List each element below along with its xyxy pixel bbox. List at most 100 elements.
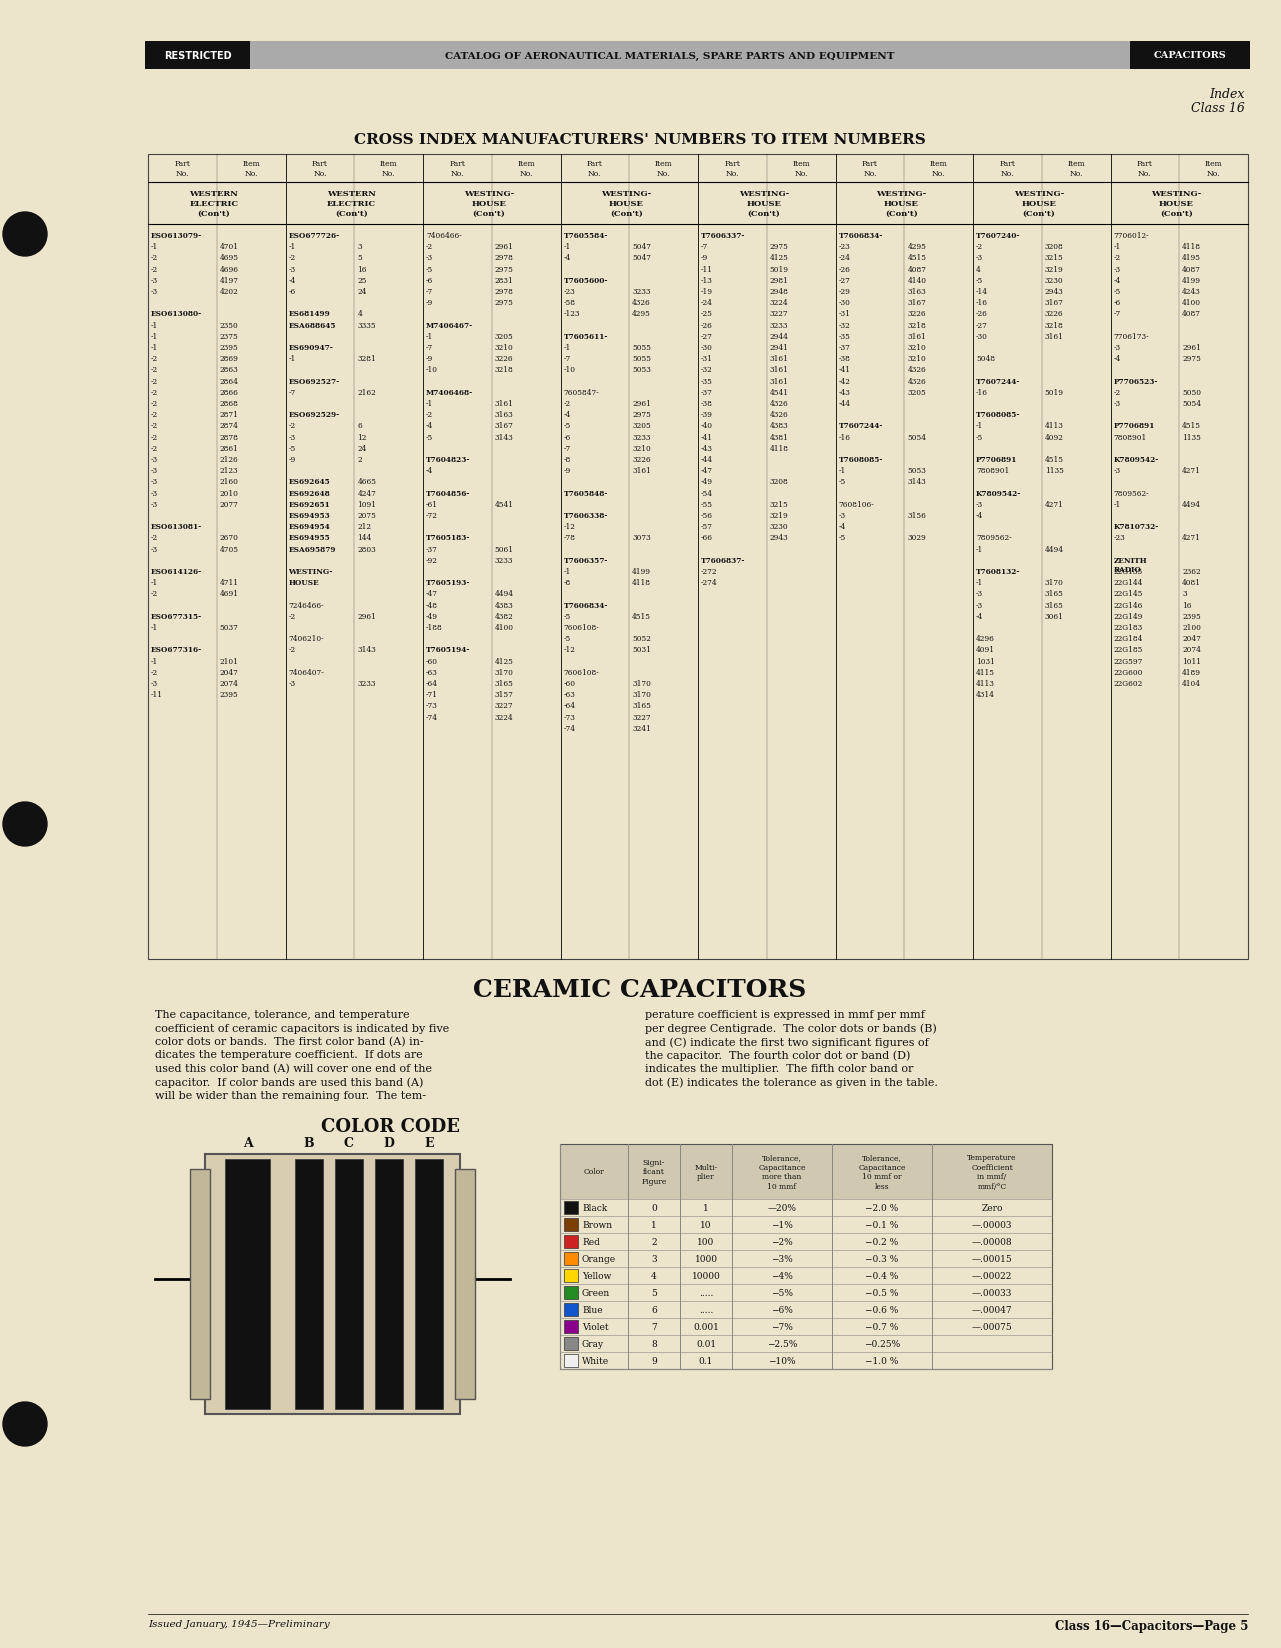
Text: 2350: 2350 xyxy=(220,321,238,330)
Text: 3170: 3170 xyxy=(633,679,651,687)
Text: 7809562-: 7809562- xyxy=(976,534,1012,542)
Text: -2: -2 xyxy=(151,669,158,676)
Text: −0.3 %: −0.3 % xyxy=(866,1254,899,1264)
Text: per degree Centigrade.  The color dots or bands (B): per degree Centigrade. The color dots or… xyxy=(646,1023,936,1033)
Text: -2: -2 xyxy=(976,242,983,250)
Bar xyxy=(680,1200,731,1216)
Bar xyxy=(680,1335,731,1351)
Text: -12: -12 xyxy=(564,522,575,531)
Text: -38: -38 xyxy=(839,354,851,363)
Text: -3: -3 xyxy=(976,602,983,610)
Text: Index: Index xyxy=(1209,87,1245,101)
Text: 212: 212 xyxy=(357,522,371,531)
Text: Tolerance,
Capacitance
more than
10 mmf: Tolerance, Capacitance more than 10 mmf xyxy=(758,1154,806,1190)
Text: -7: -7 xyxy=(564,354,571,363)
Text: Class 16: Class 16 xyxy=(1191,102,1245,115)
Text: 7406407-: 7406407- xyxy=(288,669,324,676)
Bar xyxy=(933,1200,1052,1216)
Text: 3335: 3335 xyxy=(357,321,375,330)
Text: 3224: 3224 xyxy=(494,714,514,722)
Text: 4199: 4199 xyxy=(633,567,651,575)
Text: 3218: 3218 xyxy=(1045,321,1063,330)
Text: -37: -37 xyxy=(427,545,438,554)
Text: -3: -3 xyxy=(976,501,983,509)
Text: 4494: 4494 xyxy=(1045,545,1063,554)
Text: -2: -2 xyxy=(288,613,296,620)
Text: -5: -5 xyxy=(839,478,845,486)
Bar xyxy=(680,1144,731,1200)
Text: -2: -2 xyxy=(151,354,158,363)
Text: −2%: −2% xyxy=(771,1238,793,1246)
Text: 3215: 3215 xyxy=(770,501,789,509)
Text: 4701: 4701 xyxy=(220,242,238,250)
Text: 3: 3 xyxy=(1182,590,1187,598)
Text: 0: 0 xyxy=(651,1203,657,1213)
Text: 5050: 5050 xyxy=(1182,389,1202,397)
Text: -5: -5 xyxy=(564,634,571,643)
Text: 4515: 4515 xyxy=(907,254,926,262)
Text: 3205: 3205 xyxy=(907,389,926,397)
Text: 3: 3 xyxy=(357,242,361,250)
Text: 3210: 3210 xyxy=(494,344,514,351)
Text: 2975: 2975 xyxy=(770,242,789,250)
Text: 3241: 3241 xyxy=(633,725,651,732)
Text: -4: -4 xyxy=(427,422,433,430)
Text: -2: -2 xyxy=(151,433,158,442)
Text: 2864: 2864 xyxy=(220,377,238,386)
Text: 22G149: 22G149 xyxy=(1113,613,1143,620)
Text: 3161: 3161 xyxy=(1045,333,1063,341)
Bar xyxy=(933,1144,1052,1200)
Text: 5055: 5055 xyxy=(633,344,651,351)
Text: -1: -1 xyxy=(288,354,296,363)
Bar xyxy=(205,1154,460,1414)
Text: -1: -1 xyxy=(151,242,159,250)
Text: 4691: 4691 xyxy=(220,590,238,598)
Text: Red: Red xyxy=(582,1238,600,1246)
Text: -2: -2 xyxy=(151,445,158,453)
Text: Part
No.: Part No. xyxy=(1138,160,1153,178)
Text: 2961: 2961 xyxy=(494,242,514,250)
Text: 4271: 4271 xyxy=(1182,534,1202,542)
Text: M7406468-: M7406468- xyxy=(427,389,473,397)
Text: −5%: −5% xyxy=(771,1289,793,1297)
Text: T7607244-: T7607244- xyxy=(839,422,883,430)
Text: -7: -7 xyxy=(1113,310,1121,318)
Text: .....: ..... xyxy=(699,1305,714,1313)
Text: -5: -5 xyxy=(1113,288,1121,297)
Text: -37: -37 xyxy=(839,344,851,351)
Bar xyxy=(560,1335,628,1351)
Text: Class 16—Capacitors—Page 5: Class 16—Capacitors—Page 5 xyxy=(1054,1618,1248,1632)
Text: 2047: 2047 xyxy=(1182,634,1202,643)
Text: 22G597: 22G597 xyxy=(1113,658,1143,666)
Bar xyxy=(680,1284,731,1302)
Text: 4125: 4125 xyxy=(494,658,514,666)
Bar xyxy=(831,1251,933,1267)
Text: 4271: 4271 xyxy=(1182,466,1202,475)
Text: CERAMIC CAPACITORS: CERAMIC CAPACITORS xyxy=(474,977,807,1002)
Text: C: C xyxy=(345,1137,354,1149)
Bar xyxy=(560,1144,628,1200)
Text: Brown: Brown xyxy=(582,1220,612,1229)
Text: 3226: 3226 xyxy=(494,354,514,363)
Bar xyxy=(933,1251,1052,1267)
Text: 4326: 4326 xyxy=(633,298,651,307)
Text: 2160: 2160 xyxy=(220,478,238,486)
Text: 24: 24 xyxy=(357,445,366,453)
Bar xyxy=(564,1304,578,1317)
Text: −0.2 %: −0.2 % xyxy=(866,1238,899,1246)
Text: -31: -31 xyxy=(839,310,851,318)
Text: 7808901: 7808901 xyxy=(1113,433,1146,442)
Text: -2: -2 xyxy=(427,410,433,419)
Text: Part
No.: Part No. xyxy=(174,160,191,178)
Text: -6: -6 xyxy=(288,288,296,297)
Text: 3165: 3165 xyxy=(1045,602,1063,610)
Text: -1: -1 xyxy=(288,242,296,250)
Bar xyxy=(336,1159,363,1409)
Bar xyxy=(680,1251,731,1267)
Text: 8: 8 xyxy=(651,1340,657,1348)
Text: WESTERN
ELECTRIC
(Con't): WESTERN ELECTRIC (Con't) xyxy=(327,191,377,218)
Text: 3233: 3233 xyxy=(770,321,788,330)
Bar xyxy=(933,1302,1052,1318)
Text: ES690947-: ES690947- xyxy=(288,344,333,351)
Text: -3: -3 xyxy=(1113,265,1121,274)
